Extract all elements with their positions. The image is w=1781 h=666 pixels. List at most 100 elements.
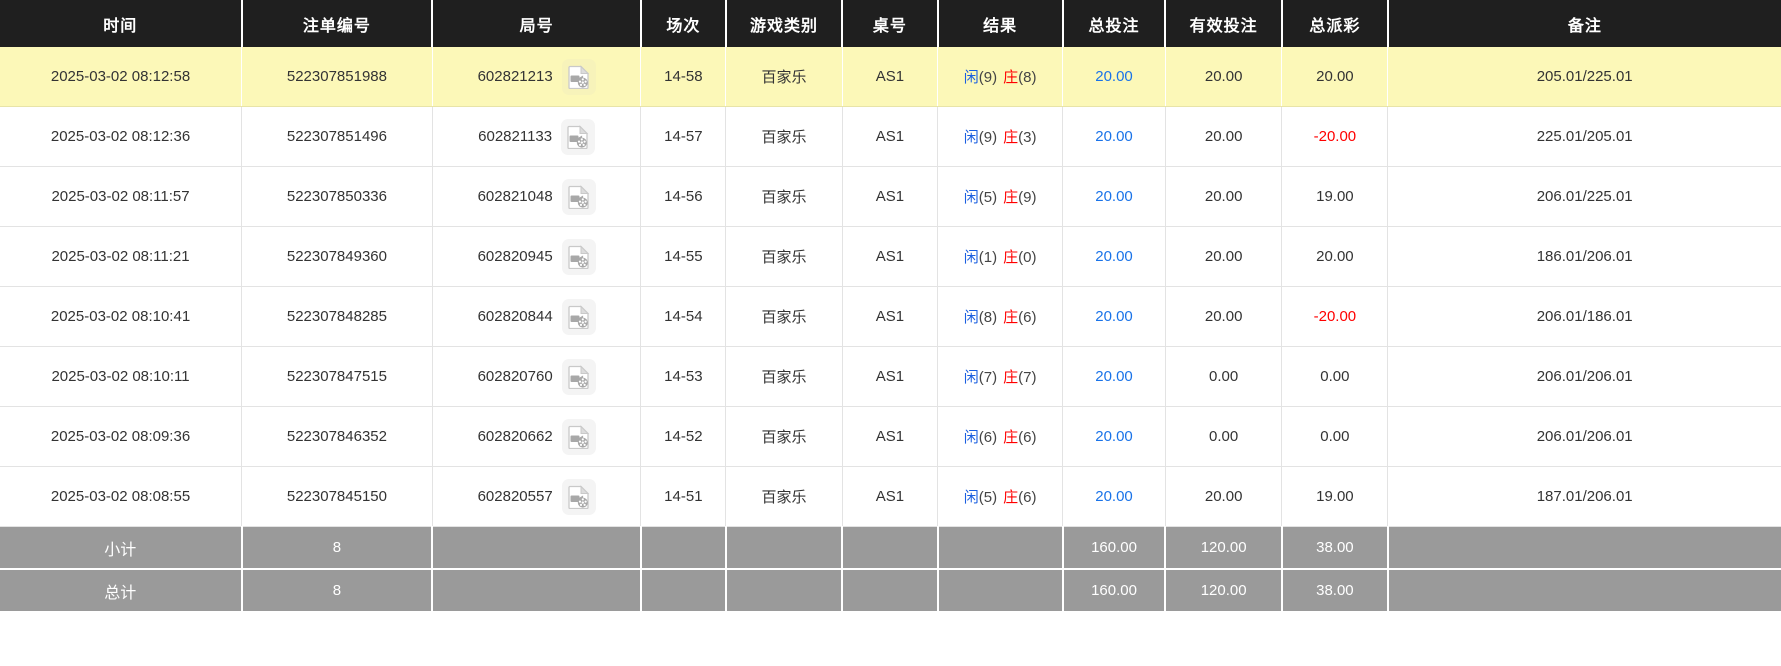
- game-type-text: 百家乐: [761, 489, 807, 506]
- note-text: 206.01/186.01: [1536, 308, 1633, 325]
- summary-gametype: [725, 526, 844, 570]
- cell-note: 206.01/206.01: [1387, 406, 1781, 467]
- banker-points: (8): [1018, 69, 1037, 86]
- cell-session: 14-55: [640, 226, 727, 287]
- summary-payout: 38.00: [1281, 526, 1389, 570]
- summary-total-bet: 160.00: [1062, 526, 1167, 570]
- cell-order: 522307851988: [241, 47, 433, 107]
- column-header-gametype[interactable]: 游戏类别: [725, 0, 844, 47]
- cell-time: 2025-03-02 08:12:58: [0, 47, 243, 107]
- table-row[interactable]: 2025-03-02 08:09:36 522307846352 6028206…: [0, 406, 1781, 467]
- video-document-icon[interactable]: [561, 238, 596, 275]
- cell-payout: -20.00: [1281, 106, 1389, 167]
- cell-payout: 19.00: [1281, 466, 1389, 527]
- summary-gametype: [725, 569, 844, 613]
- table-row[interactable]: 2025-03-02 08:10:41 522307848285 6028208…: [0, 286, 1781, 347]
- column-header-payout[interactable]: 总派彩: [1281, 0, 1389, 47]
- table-no-text: AS1: [875, 308, 905, 325]
- video-document-icon[interactable]: [561, 178, 596, 215]
- banker-points: (6): [1018, 429, 1037, 446]
- payout-text: 0.00: [1320, 368, 1350, 385]
- cell-session: 14-57: [640, 106, 727, 167]
- column-header-totalbet[interactable]: 总投注: [1062, 0, 1167, 47]
- player-label: 闲: [963, 189, 979, 206]
- result-text: 闲(9) 庄(8): [964, 66, 1037, 87]
- cell-tableno: AS1: [842, 466, 939, 527]
- payout-text: 19.00: [1316, 188, 1354, 205]
- column-header-time[interactable]: 时间: [0, 0, 243, 47]
- summary-label: 小计: [0, 526, 243, 570]
- game-type-text: 百家乐: [761, 369, 807, 386]
- order-id-text: 522307850336: [286, 188, 387, 205]
- summary-total-bet: 160.00: [1062, 569, 1167, 613]
- time-text: 2025-03-02 08:11:57: [51, 188, 190, 205]
- valid-bet-text: 20.00: [1204, 308, 1243, 325]
- header-row: 时间 注单编号 局号 场次 游戏类别 桌号 结果 总投注 有效投注 总派彩 备注: [0, 0, 1781, 47]
- total-bet-text: 20.00: [1095, 428, 1133, 445]
- column-header-session[interactable]: 场次: [640, 0, 727, 47]
- cell-round: 602820662: [432, 406, 642, 467]
- total-bet-text: 20.00: [1095, 188, 1133, 205]
- summary-tableno: [842, 526, 939, 570]
- video-document-icon[interactable]: [561, 418, 596, 455]
- summary-tableno: [842, 569, 939, 613]
- round-number-text: 602820662: [477, 428, 553, 445]
- cell-time: 2025-03-02 08:10:41: [0, 286, 243, 347]
- payout-text: -20.00: [1313, 128, 1357, 145]
- player-points: (5): [978, 489, 998, 506]
- table-no-text: AS1: [875, 188, 905, 205]
- time-text: 2025-03-02 08:09:36: [50, 428, 191, 445]
- table-row[interactable]: 2025-03-02 08:10:11 522307847515 6028207…: [0, 346, 1781, 407]
- table-row[interactable]: 2025-03-02 08:11:21 522307849360 6028209…: [0, 226, 1781, 287]
- summary-session: [640, 526, 727, 570]
- cell-order: 522307850336: [241, 166, 433, 227]
- player-label: 闲: [963, 309, 979, 326]
- cell-gametype: 百家乐: [725, 406, 843, 467]
- banker-label: 庄: [1003, 369, 1019, 386]
- cell-gametype: 百家乐: [725, 106, 843, 167]
- summary-row-subtotal: 小计 8 160.00 120.00 38.00: [0, 526, 1781, 570]
- cell-session: 14-53: [640, 346, 727, 407]
- session-text: 14-52: [664, 428, 703, 445]
- column-header-tableno[interactable]: 桌号: [842, 0, 939, 47]
- session-text: 14-58: [664, 68, 703, 85]
- cell-round: 602821048: [432, 166, 642, 227]
- column-header-round[interactable]: 局号: [432, 0, 642, 47]
- summary-label: 总计: [0, 569, 243, 613]
- cell-order: 522307849360: [241, 226, 433, 287]
- total-bet-text: 20.00: [1095, 128, 1133, 145]
- order-id-text: 522307848285: [286, 308, 387, 325]
- video-document-icon[interactable]: [561, 58, 596, 95]
- result-text: 闲(5) 庄(6): [964, 486, 1037, 507]
- session-text: 14-51: [664, 488, 703, 505]
- note-text: 225.01/205.01: [1536, 128, 1633, 145]
- result-text: 闲(6) 庄(6): [964, 426, 1037, 447]
- order-id-text: 522307851496: [286, 128, 387, 145]
- note-text: 206.01/206.01: [1536, 428, 1633, 445]
- player-points: (5): [978, 189, 998, 206]
- video-document-icon[interactable]: [561, 298, 596, 335]
- cell-result: 闲(6) 庄(6): [937, 406, 1064, 467]
- video-document-icon[interactable]: [561, 478, 596, 515]
- video-document-icon[interactable]: [561, 118, 596, 155]
- column-header-result[interactable]: 结果: [937, 0, 1064, 47]
- video-document-icon[interactable]: [561, 358, 596, 395]
- table-row[interactable]: 2025-03-02 08:08:55 522307845150 6028205…: [0, 466, 1781, 527]
- table-row[interactable]: 2025-03-02 08:12:36 522307851496 6028211…: [0, 106, 1781, 167]
- column-header-note[interactable]: 备注: [1387, 0, 1781, 47]
- cell-total-bet: 20.00: [1062, 346, 1166, 407]
- cell-payout: -20.00: [1281, 286, 1389, 347]
- cell-valid-bet: 20.00: [1165, 466, 1283, 527]
- cell-time: 2025-03-02 08:08:55: [0, 466, 243, 527]
- table-body: 2025-03-02 08:12:58 522307851988 6028212…: [0, 47, 1781, 613]
- table-row[interactable]: 2025-03-02 08:11:57 522307850336 6028210…: [0, 166, 1781, 227]
- round-number-text: 602821048: [477, 188, 553, 205]
- cell-tableno: AS1: [842, 106, 939, 167]
- total-bet-text: 20.00: [1095, 488, 1133, 505]
- cell-payout: 0.00: [1281, 406, 1389, 467]
- cell-session: 14-51: [640, 466, 727, 527]
- column-header-order[interactable]: 注单编号: [241, 0, 434, 47]
- column-header-validbet[interactable]: 有效投注: [1165, 0, 1283, 47]
- round-cell-inner: 602821213: [437, 58, 637, 95]
- table-row[interactable]: 2025-03-02 08:12:58 522307851988 6028212…: [0, 47, 1781, 107]
